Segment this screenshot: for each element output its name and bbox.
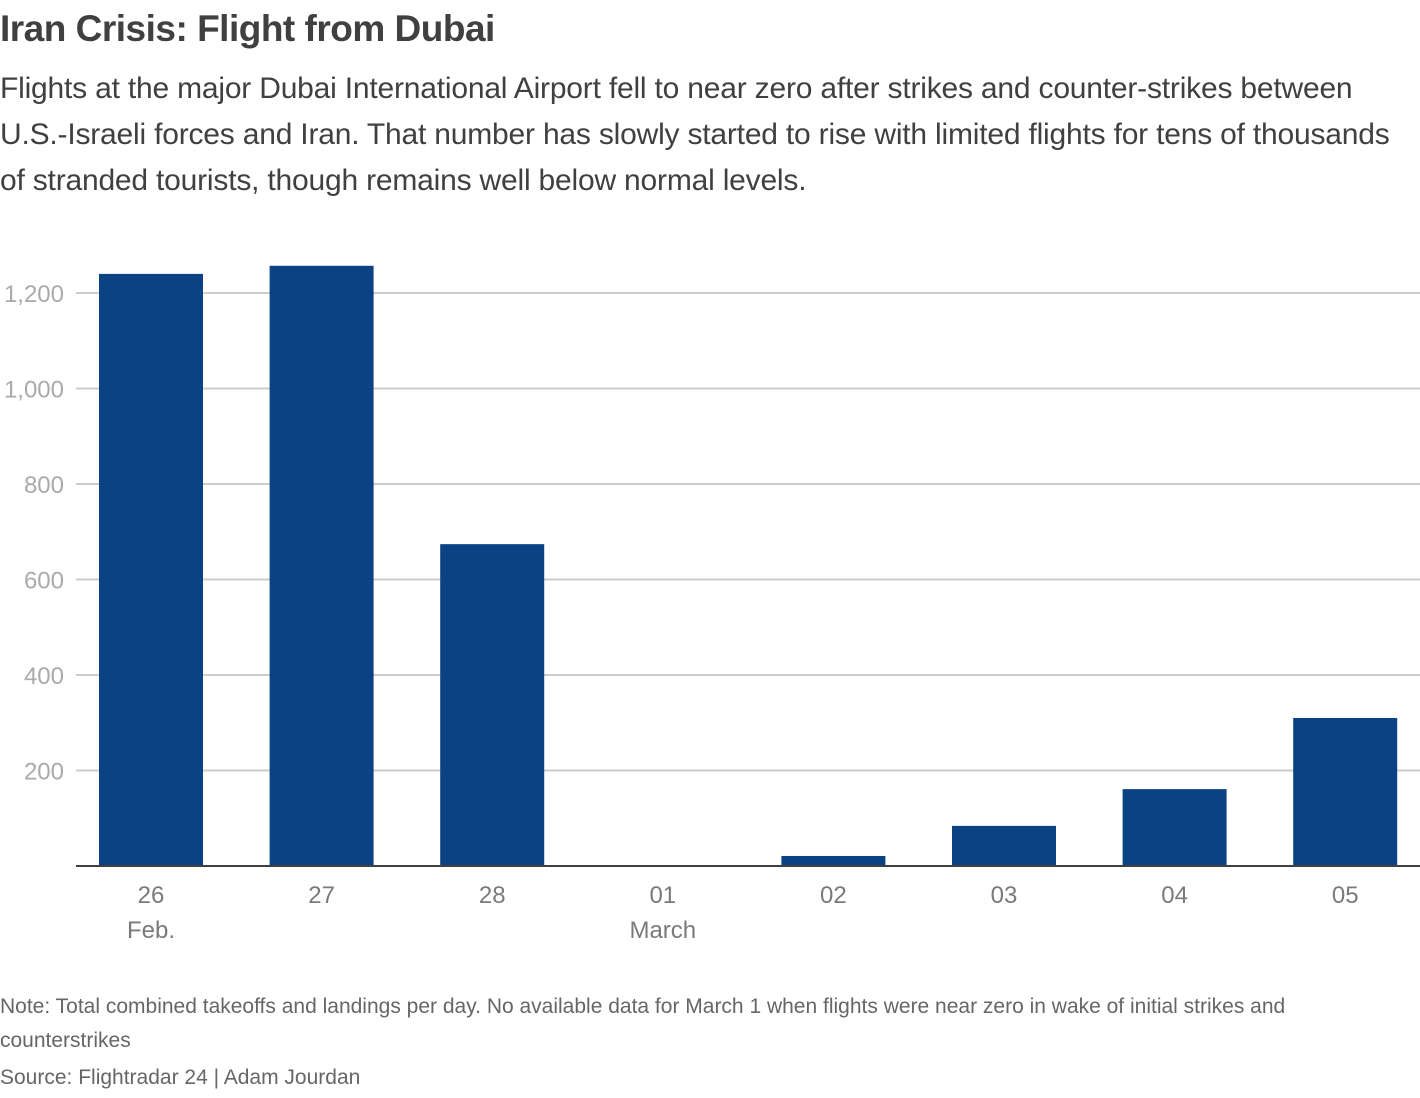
chart-title: Iran Crisis: Flight from Dubai — [0, 8, 495, 49]
bar-28 — [440, 544, 545, 866]
bar-02 — [781, 855, 886, 866]
x-tick-sublabel: March — [629, 917, 696, 944]
y-tick-label: 1,000 — [4, 377, 64, 404]
x-axis-ticks: 26 Feb. 27 28 01 March 02 03 04 05 — [127, 882, 1359, 944]
y-tick-label: 400 — [24, 663, 64, 690]
bar-26 — [99, 273, 203, 866]
x-tick-label: 28 — [479, 882, 506, 909]
bars — [99, 265, 1398, 867]
x-tick-label: 05 — [1332, 882, 1359, 909]
x-tick-label: 27 — [308, 882, 335, 909]
y-axis-ticks: 200 400 600 800 1,000 1,200 — [4, 281, 64, 786]
bar-chart: 200 400 600 800 1,000 1,200 26 Feb. 27 28 01 March… — [4, 265, 1420, 944]
chart-source: Source: Flightradar 24 | Adam Jourdan — [0, 1066, 361, 1089]
x-tick-label: 03 — [991, 882, 1018, 909]
x-tick-label: 02 — [820, 882, 847, 909]
bar-03 — [952, 825, 1056, 866]
x-tick-label: 04 — [1161, 882, 1188, 909]
x-tick-sublabel: Feb. — [127, 917, 175, 944]
y-tick-label: 200 — [24, 759, 64, 786]
bar-05 — [1293, 717, 1398, 866]
bar-27 — [269, 265, 374, 867]
x-tick-label: 01 — [649, 882, 676, 909]
y-tick-label: 600 — [24, 568, 64, 595]
chart-subtitle: Flights at the major Dubai International… — [0, 72, 1390, 197]
bar-04 — [1122, 789, 1227, 866]
chart-note: Note: Total combined takeoffs and landin… — [0, 995, 1286, 1052]
y-tick-label: 800 — [24, 472, 64, 499]
y-tick-label: 1,200 — [4, 281, 64, 308]
x-tick-label: 26 — [138, 882, 165, 909]
